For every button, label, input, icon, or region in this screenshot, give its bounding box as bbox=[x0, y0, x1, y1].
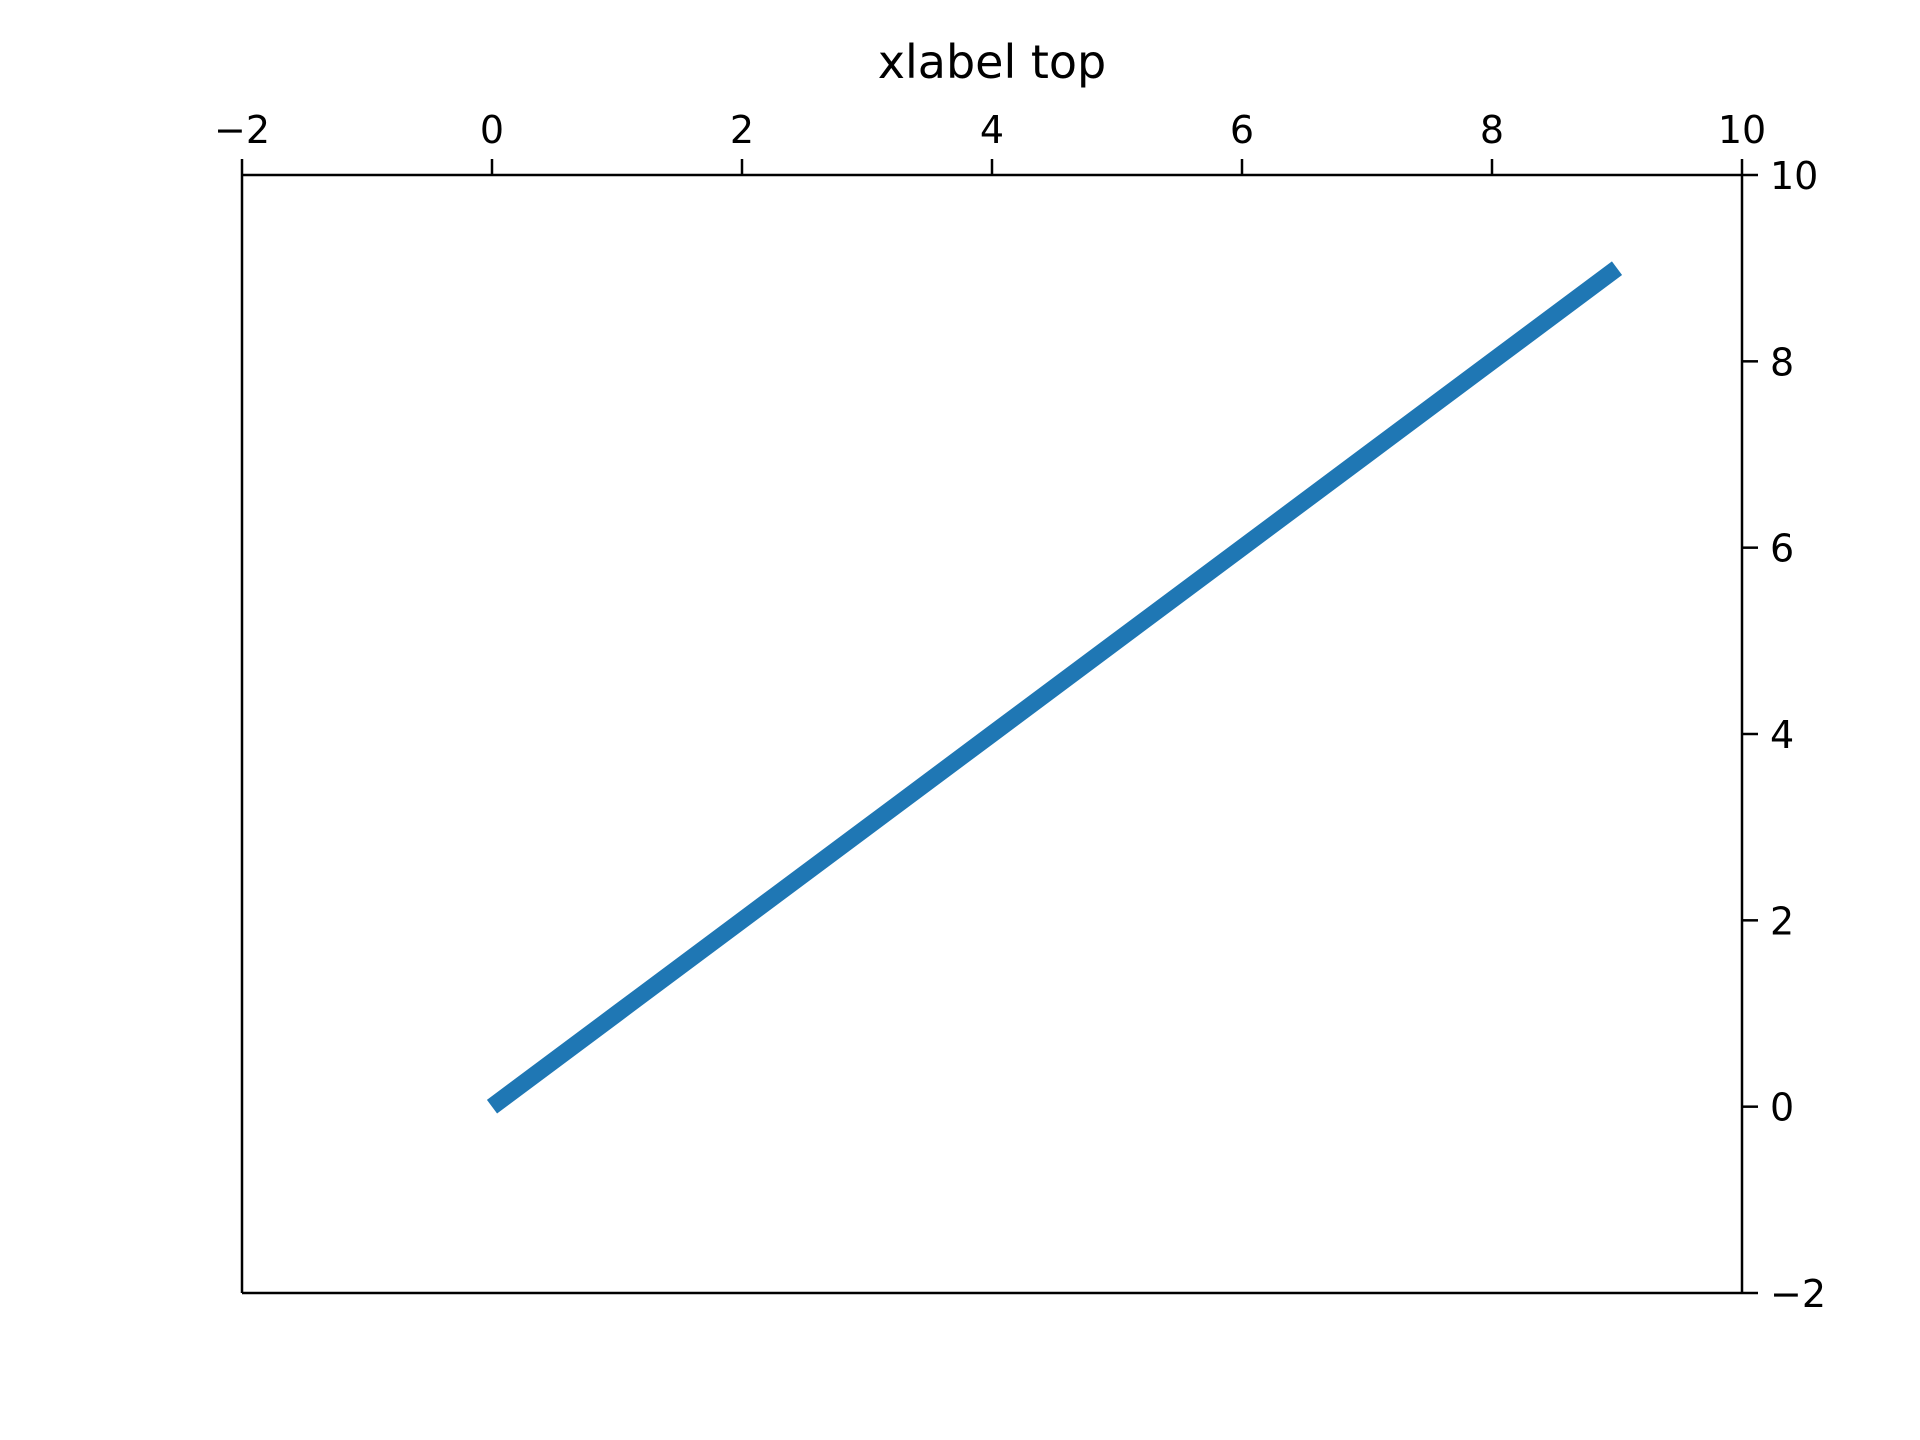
y-tick-label: 4 bbox=[1770, 713, 1794, 757]
y-tick-label: 6 bbox=[1770, 527, 1794, 571]
x-tick-label: 6 bbox=[1230, 108, 1254, 152]
x-tick-label: 0 bbox=[480, 108, 504, 152]
x-tick-label: −2 bbox=[214, 108, 270, 152]
series-line-0 bbox=[486, 261, 1623, 1114]
y-tick-label: 0 bbox=[1770, 1086, 1794, 1130]
y-tick-label: −2 bbox=[1770, 1272, 1826, 1316]
x-tick-label: 2 bbox=[730, 108, 754, 152]
y-axis-right: −2 0 2 4 6 8 10 bbox=[1742, 154, 1826, 1316]
y-tick-label: 8 bbox=[1770, 340, 1794, 384]
series-layer bbox=[486, 261, 1623, 1114]
y-tick-label: 2 bbox=[1770, 899, 1794, 943]
y-tick-label: 10 bbox=[1770, 154, 1818, 198]
x-axis-top: −2 0 2 4 6 8 10 bbox=[214, 108, 1766, 175]
x-tick-label: 8 bbox=[1480, 108, 1504, 152]
x-tick-label: 4 bbox=[980, 108, 1004, 152]
x-tick-label: 10 bbox=[1718, 108, 1766, 152]
x-axis-title: xlabel top bbox=[878, 35, 1106, 89]
